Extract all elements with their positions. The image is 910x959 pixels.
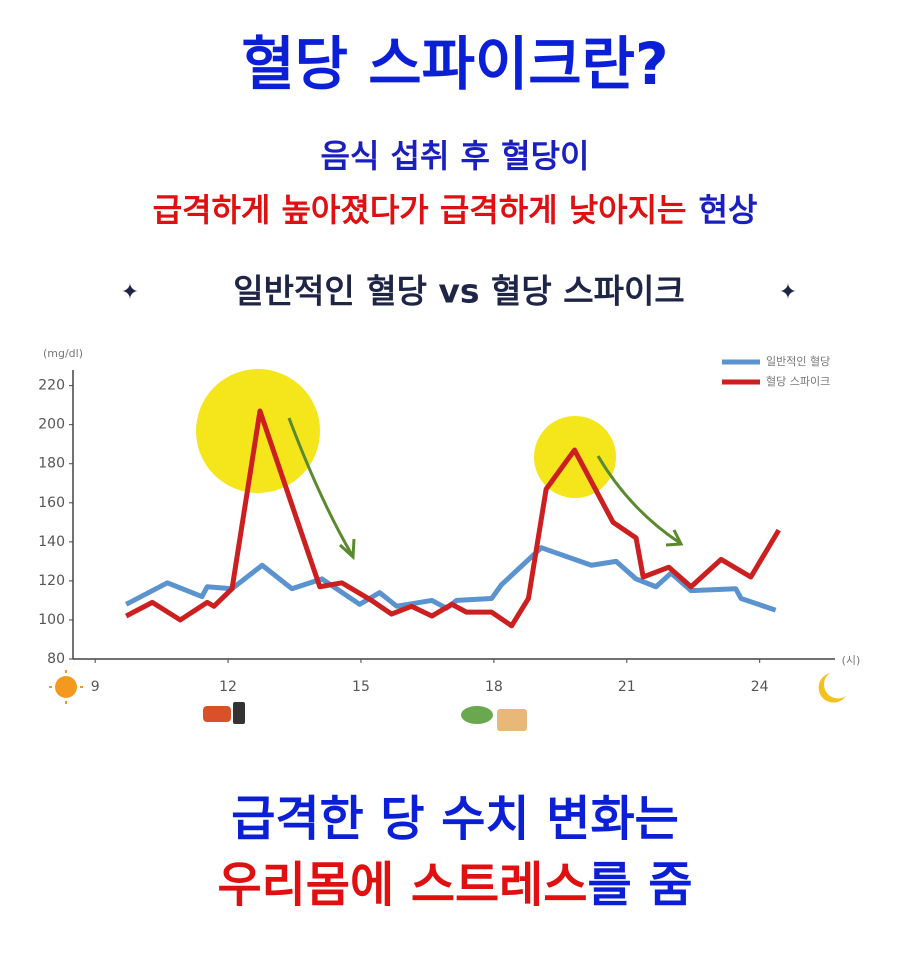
arrow <box>287 417 684 561</box>
x-tick-label: 15 <box>352 679 370 695</box>
x-tick-label: 24 <box>751 679 769 695</box>
legend-label: 일반적인 혈당 <box>766 354 830 368</box>
sun-rays <box>49 670 83 704</box>
moon-icon <box>818 673 846 703</box>
y-tick-label: 180 <box>38 456 65 472</box>
star: ✦ <box>121 280 139 305</box>
food-icon <box>461 706 493 724</box>
series-line <box>125 545 777 613</box>
subtitle: 급격하게 높아졌다가 급격하게 낮아지는 현상 <box>153 191 758 229</box>
x-tick-label: 21 <box>618 679 636 695</box>
chart-title: 일반적인 혈당 vs 혈당 스파이크 <box>233 272 684 311</box>
x-tick-label: 12 <box>219 679 237 695</box>
legend-label: 혈당 스파이크 <box>766 374 830 388</box>
food-icon <box>497 709 527 731</box>
y-tick-label: 160 <box>38 495 65 511</box>
subtitle-red: 급격하게 높아졌다가 급격하게 낮아지는 <box>153 191 687 229</box>
y-tick-label: 100 <box>38 612 65 628</box>
series-line <box>125 408 781 629</box>
subtitle: 음식 섭취 후 혈당이 <box>321 137 590 175</box>
footer-red: 우리몸에 스트레스 <box>217 857 587 913</box>
y-tick-label: 220 <box>38 378 65 394</box>
x-tick-label: 18 <box>485 679 503 695</box>
x-axis-label: (시) <box>842 654 861 667</box>
subtitle-blue: 현상 <box>699 191 758 229</box>
sun-icon <box>55 676 77 698</box>
y-tick-label: 80 <box>47 651 65 667</box>
footer-blue: 를 줌 <box>587 857 692 913</box>
y-tick-label: 140 <box>38 534 65 550</box>
y-tick-label: 200 <box>38 417 65 433</box>
y-tick-label: 120 <box>38 573 65 589</box>
food-icon <box>233 702 245 724</box>
star: ✦ <box>779 280 797 305</box>
food-icon <box>203 706 231 722</box>
footer-line: 우리몸에 스트레스를 줌 <box>217 857 692 913</box>
y-axis-label: (mg/dl) <box>43 347 83 360</box>
page-title: 혈당 스파이크란? <box>241 30 668 98</box>
footer-line: 급격한 당 수치 변화는 <box>231 791 679 847</box>
x-tick-label: 9 <box>91 679 100 695</box>
